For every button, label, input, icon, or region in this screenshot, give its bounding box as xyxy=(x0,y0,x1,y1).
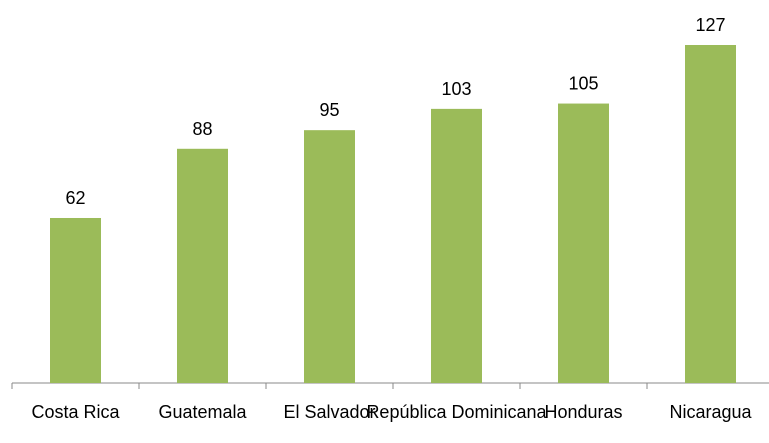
x-tick-label: Nicaragua xyxy=(669,402,752,422)
x-tick-label: Guatemala xyxy=(158,402,247,422)
bar xyxy=(558,103,609,383)
value-label: 62 xyxy=(65,188,85,208)
value-label: 127 xyxy=(695,15,725,35)
bar xyxy=(177,148,228,383)
x-tick-label: El Salvador xyxy=(283,402,375,422)
value-label: 103 xyxy=(441,79,471,99)
value-label: 88 xyxy=(192,119,212,139)
bar xyxy=(304,130,355,383)
x-tick-label: República Dominicana xyxy=(366,402,547,422)
value-label: 105 xyxy=(568,74,598,94)
x-tick-label: Costa Rica xyxy=(31,402,120,422)
bar xyxy=(431,108,482,383)
value-label: 95 xyxy=(319,100,339,120)
bar xyxy=(685,45,736,383)
bar xyxy=(50,217,101,383)
x-tick-label: Honduras xyxy=(544,402,622,422)
